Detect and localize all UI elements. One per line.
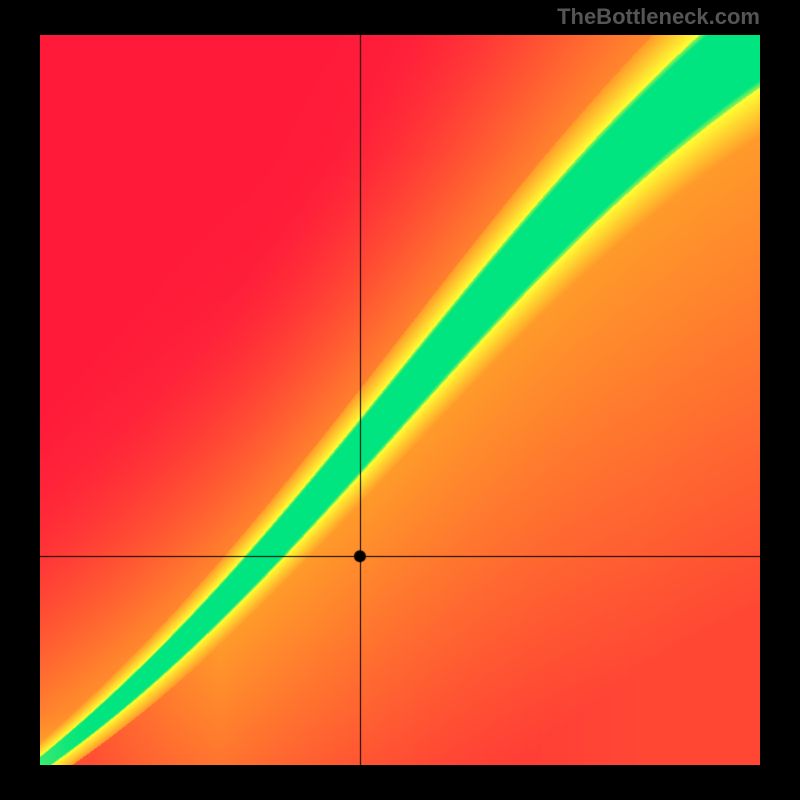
bottleneck-heatmap [40, 35, 760, 765]
attribution-label: TheBottleneck.com [557, 4, 760, 30]
chart-container: TheBottleneck.com [0, 0, 800, 800]
